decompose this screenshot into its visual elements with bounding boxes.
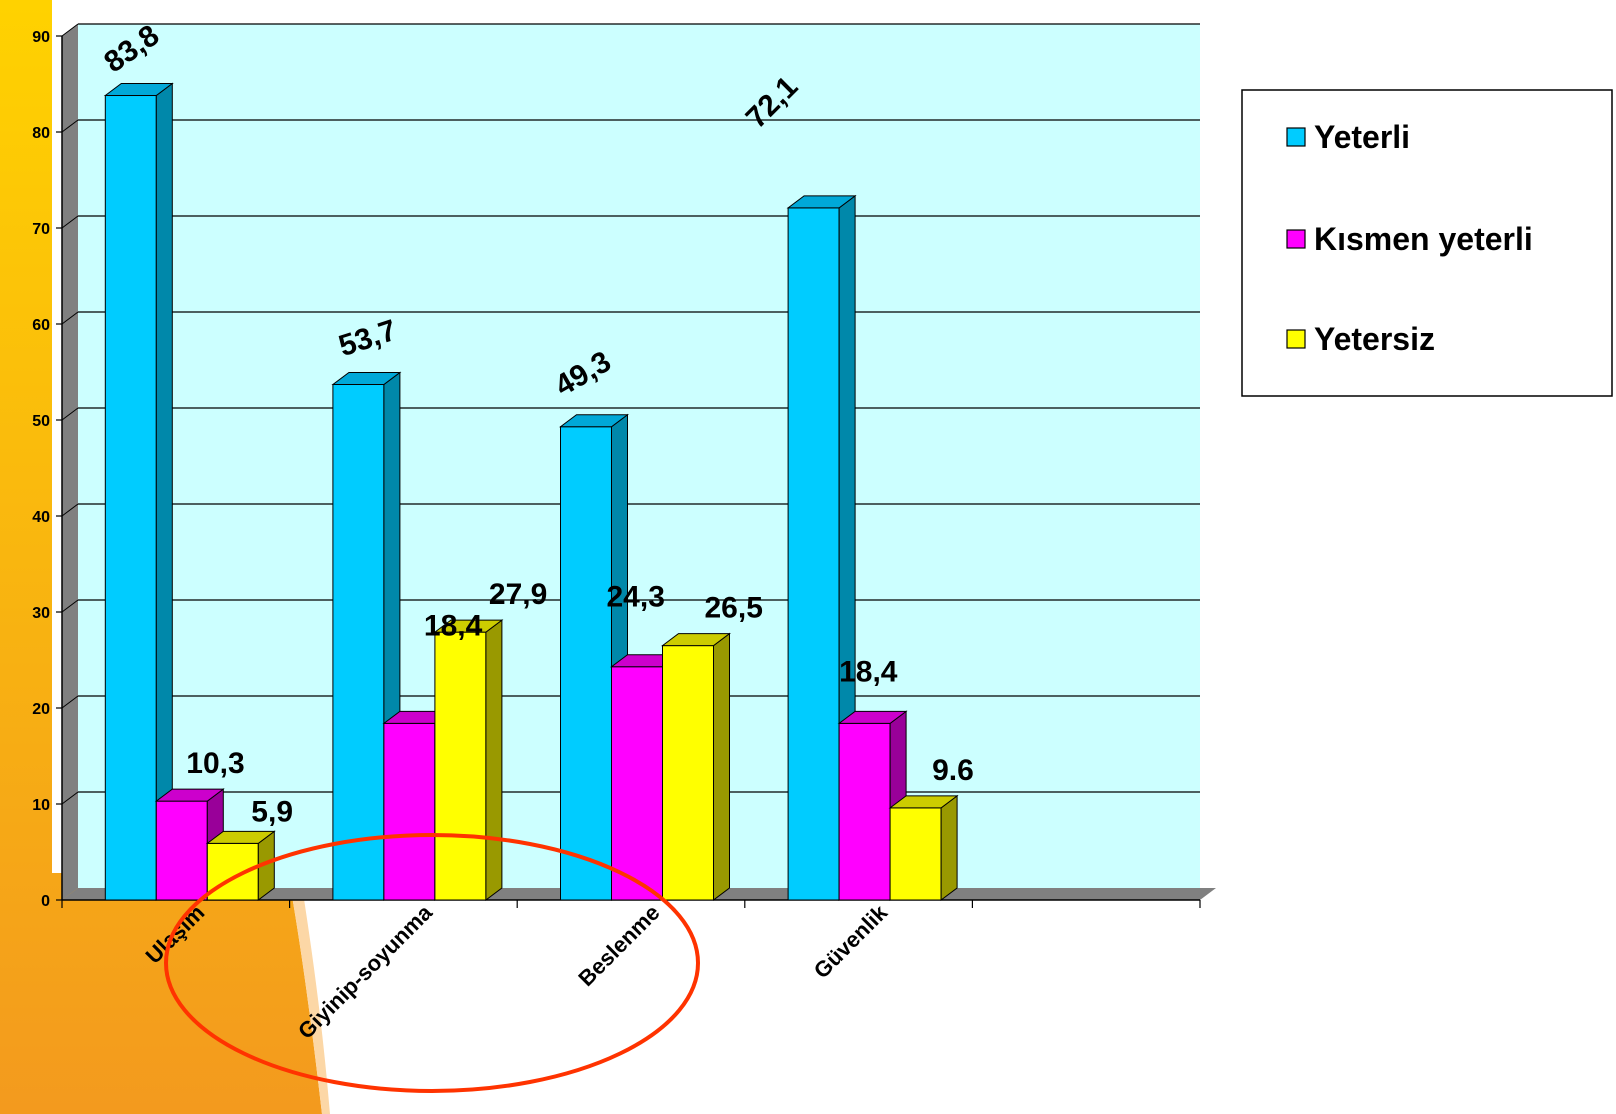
bar-front: [889, 807, 942, 901]
decor-background-curve: [288, 873, 330, 1114]
bar-front: [838, 722, 891, 901]
legend-label: Yetersiz: [1314, 321, 1435, 357]
bar-top: [154, 788, 225, 802]
data-label: 24,3: [607, 581, 665, 614]
category-label: Güvenlik: [809, 899, 893, 983]
bar-front: [332, 383, 385, 901]
y-tick-label: 50: [32, 413, 50, 430]
y-tick-label: 30: [32, 605, 50, 622]
bar-top: [331, 371, 402, 385]
gridline-diagonal: [61, 215, 79, 229]
gridline-diagonal: [61, 791, 79, 805]
legend-swatch: [1286, 127, 1306, 147]
bar-top: [559, 414, 629, 428]
bar-side: [155, 82, 173, 901]
legend-swatch: [1286, 229, 1306, 249]
y-tick-label: 0: [41, 893, 50, 910]
highlight-ellipse: [164, 833, 700, 1093]
y-tick-label: 90: [32, 29, 50, 46]
y-tick-label: 10: [32, 797, 50, 814]
gridline-diagonal: [61, 23, 79, 37]
bar-top: [837, 710, 908, 724]
bar-top: [661, 633, 731, 647]
data-label: 9.6: [932, 754, 974, 787]
bar-top: [433, 619, 504, 633]
legend-label: Kısmen yeterli: [1314, 221, 1533, 257]
bar-front: [662, 645, 714, 901]
bar-front: [434, 631, 487, 901]
y-tick-label: 80: [32, 125, 50, 142]
gridline-diagonal: [61, 599, 79, 613]
bar-side: [713, 632, 730, 901]
bar-top: [103, 83, 174, 97]
gridline-diagonal: [61, 407, 79, 421]
bar-side: [485, 619, 503, 901]
bar-front: [560, 426, 612, 901]
bar-front: [104, 95, 157, 901]
data-label: 18,4: [839, 655, 898, 688]
data-label: 5,9: [251, 795, 293, 828]
legend: Yeterli Kısmen yeterli Yetersiz: [1241, 89, 1613, 397]
bar-front: [155, 800, 208, 901]
y-tick-label: 60: [32, 317, 50, 334]
data-label: 10,3: [186, 747, 244, 780]
data-label: 18,4: [424, 609, 483, 642]
bar-front: [611, 666, 663, 901]
bars: [103, 82, 959, 901]
bar-front: [206, 842, 259, 901]
category-label: Beslenme: [573, 900, 664, 991]
y-tick-label: 70: [32, 221, 50, 238]
bar-top: [786, 195, 857, 209]
bar-top: [888, 795, 959, 809]
category-label: Giyinip-soyunma: [293, 899, 437, 1043]
data-label: 27,9: [489, 578, 547, 611]
bar-side: [940, 794, 958, 901]
gridline-diagonal: [61, 695, 79, 709]
bar-top: [205, 830, 276, 844]
data-label: 26,5: [705, 592, 763, 625]
gridline-diagonal: [61, 311, 79, 325]
side-wall: [62, 24, 78, 900]
y-tick-label: 40: [32, 509, 50, 526]
gridline-diagonal: [61, 119, 79, 133]
bar-front: [383, 722, 436, 901]
y-tick-label: 20: [32, 701, 50, 718]
bar-front: [787, 207, 840, 901]
legend-label: Yeterli: [1314, 119, 1410, 155]
legend-swatch: [1286, 329, 1306, 349]
y-tick-labels: 0 10 20 30 40 50 60 70 80 90: [32, 29, 50, 910]
gridline-diagonal: [61, 503, 79, 517]
